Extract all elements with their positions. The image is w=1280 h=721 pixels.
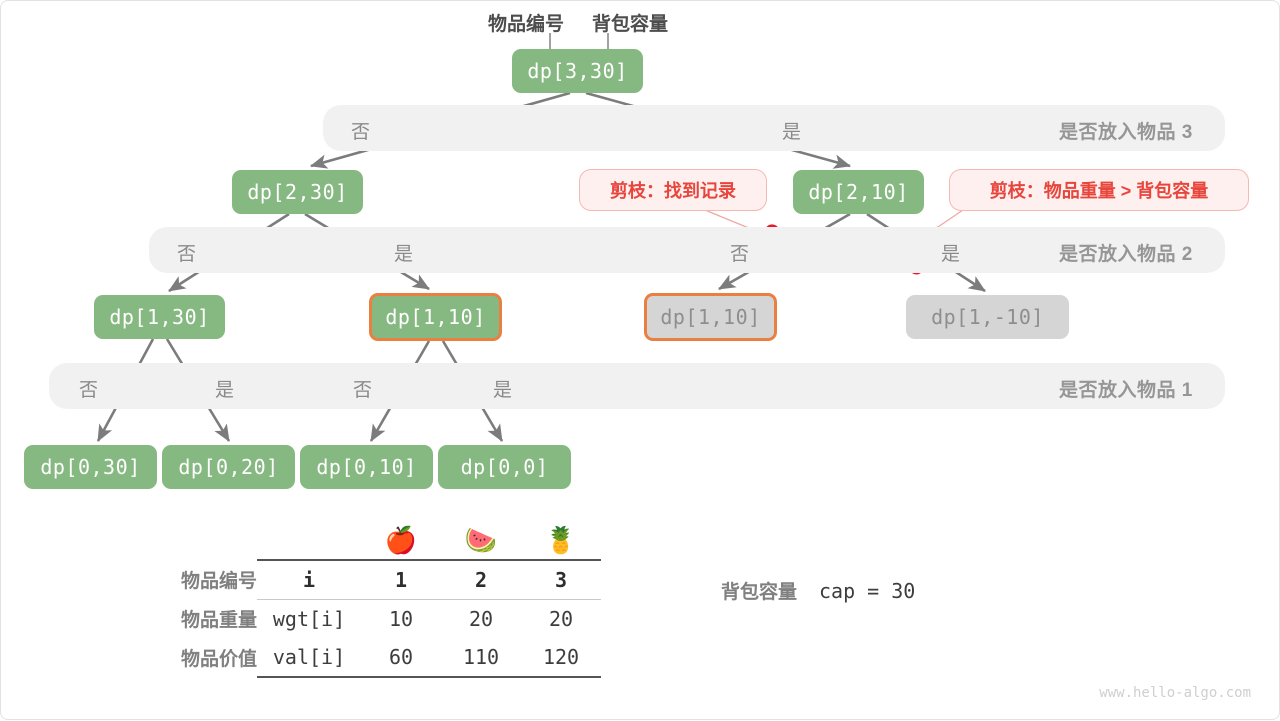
band-title-item2: 是否放入物品 2 bbox=[1059, 244, 1193, 265]
choice-label-yes: 是 bbox=[215, 380, 235, 401]
callout-pruning-weight-exceeds: 剪枝：物品重量 > 背包容量 bbox=[949, 169, 1249, 211]
choice-label-no: 否 bbox=[177, 244, 197, 265]
row-label-item-value: 物品价值 bbox=[181, 649, 258, 670]
watermelon-icon: 🍉 bbox=[464, 525, 498, 555]
top-label-item-index: 物品编号 bbox=[488, 14, 565, 35]
cell-index-1: 1 bbox=[361, 559, 442, 600]
row-key-val: val[i] bbox=[257, 638, 362, 678]
cell-value-1: 60 bbox=[361, 638, 442, 678]
callout-pruning-found-record: 剪枝：找到记录 bbox=[579, 169, 767, 211]
row-label-item-index: 物品编号 bbox=[181, 571, 258, 593]
choice-label-no: 否 bbox=[730, 244, 750, 265]
decision-band-item1 bbox=[49, 363, 1225, 409]
tree-node-dp-2-30[interactable]: dp[2,30] bbox=[232, 170, 363, 214]
cell-weight-3: 20 bbox=[548, 607, 574, 631]
choice-label-yes: 是 bbox=[941, 244, 961, 265]
cell-weight-1: 10 bbox=[388, 607, 414, 631]
table-row: 物品价值 val[i] 60 110 120 bbox=[181, 638, 602, 678]
decision-band-item2 bbox=[149, 227, 1225, 273]
top-label-capacity: 背包容量 bbox=[592, 14, 669, 35]
choice-label-no: 否 bbox=[79, 380, 99, 401]
tree-node-dp-1-30[interactable]: dp[1,30] bbox=[94, 295, 225, 339]
band-title-item1: 是否放入物品 1 bbox=[1059, 380, 1193, 401]
watermark: www.hello-algo.com bbox=[1099, 685, 1251, 701]
cell-value-3: 120 bbox=[521, 638, 602, 678]
choice-label-yes: 是 bbox=[493, 380, 513, 401]
tree-node-dp-1-10-recorded[interactable]: dp[1,10] bbox=[369, 293, 502, 341]
items-table: 🍎 🍉 🍍 物品编号 i 1 2 3 物品重量 wgt[i] 10 20 20 … bbox=[181, 521, 602, 678]
capacity-label: 背包容量 bbox=[721, 582, 798, 603]
row-label-item-weight: 物品重量 bbox=[181, 610, 258, 632]
tree-node-dp-0-30[interactable]: dp[0,30] bbox=[24, 445, 157, 489]
choice-label-no: 否 bbox=[353, 380, 373, 401]
tree-node-dp-0-0[interactable]: dp[0,0] bbox=[438, 445, 571, 489]
table-row: 物品编号 i 1 2 3 bbox=[181, 559, 602, 600]
cell-index-2: 2 bbox=[441, 559, 522, 600]
tree-node-dp-0-20[interactable]: dp[0,20] bbox=[162, 445, 295, 489]
cell-weight-2: 20 bbox=[468, 607, 494, 631]
tree-node-dp-1-10-pruned[interactable]: dp[1,10] bbox=[644, 293, 777, 341]
tree-node-dp-1-neg10-pruned[interactable]: dp[1,-10] bbox=[906, 295, 1069, 339]
capacity-note: 背包容量 cap = 30 bbox=[721, 577, 915, 604]
tree-node-dp-3-30[interactable]: dp[3,30] bbox=[512, 49, 643, 93]
cell-index-3: 3 bbox=[521, 559, 602, 600]
pineapple-icon: 🍍 bbox=[544, 525, 578, 555]
row-key-wgt: wgt[i] bbox=[272, 607, 346, 631]
table-row: 物品重量 wgt[i] 10 20 20 bbox=[181, 600, 601, 639]
apple-icon: 🍎 bbox=[384, 525, 418, 555]
row-key-i: i bbox=[257, 559, 362, 600]
tree-node-dp-2-10[interactable]: dp[2,10] bbox=[793, 170, 924, 214]
choice-label-no: 否 bbox=[351, 122, 371, 143]
choice-label-yes: 是 bbox=[394, 244, 414, 265]
decision-band-item3 bbox=[323, 105, 1225, 151]
table-emoji-row: 🍎 🍉 🍍 bbox=[181, 521, 601, 560]
band-title-item3: 是否放入物品 3 bbox=[1059, 122, 1193, 143]
cell-value-2: 110 bbox=[441, 638, 522, 678]
capacity-value: cap = 30 bbox=[819, 579, 916, 603]
tree-node-dp-0-10[interactable]: dp[0,10] bbox=[300, 445, 433, 489]
choice-label-yes: 是 bbox=[782, 122, 802, 143]
